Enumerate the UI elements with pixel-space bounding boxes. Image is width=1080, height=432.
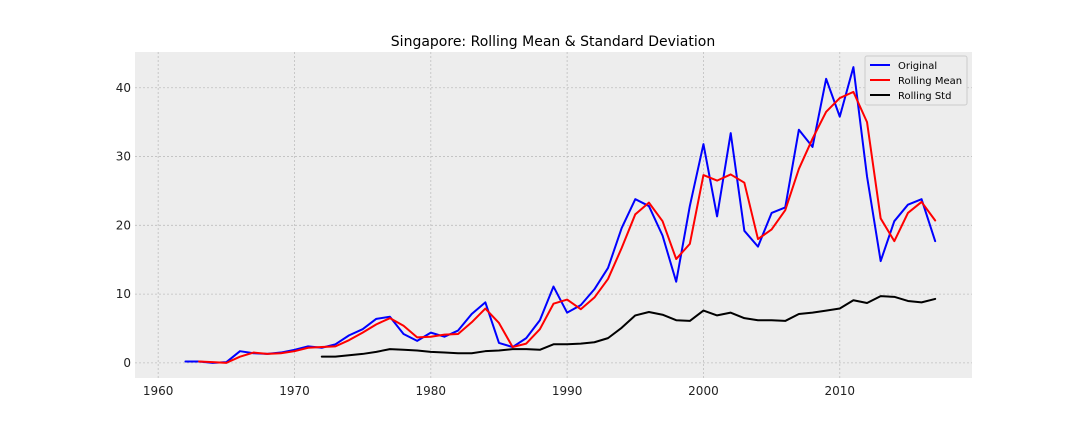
x-tick-label: 1960: [143, 384, 174, 398]
y-tick-label: 0: [123, 356, 131, 370]
legend-label-original: Original: [898, 61, 937, 72]
legend: Original Rolling Mean Rolling Std: [864, 55, 968, 106]
y-tick-label: 40: [116, 81, 131, 95]
series-line-rolling-mean: [198, 90, 937, 364]
legend-label-rolling-std: Rolling Std: [898, 91, 951, 102]
x-tick-label: 2010: [824, 384, 855, 398]
y-tick-label: 30: [116, 150, 131, 164]
legend-label-rolling-mean: Rolling Mean: [898, 76, 962, 87]
x-tick-label: 1980: [416, 384, 447, 398]
plot-background: [135, 52, 972, 378]
grid-lines: [135, 52, 972, 378]
series-group: [184, 66, 937, 364]
x-tick-label: 1990: [552, 384, 583, 398]
x-tick-label: 2000: [688, 384, 719, 398]
series-line-rolling-std: [320, 295, 937, 358]
tick-labels: 1960 1970 1980 1990 2000 2010 0 10 20 30 40: [116, 81, 855, 398]
y-tick-label: 10: [116, 287, 131, 301]
chart-title: Singapore: Rolling Mean & Standard Devia…: [391, 34, 715, 50]
x-tick-label: 1970: [279, 384, 310, 398]
legend-box: [864, 55, 968, 106]
y-tick-label: 20: [116, 218, 131, 232]
